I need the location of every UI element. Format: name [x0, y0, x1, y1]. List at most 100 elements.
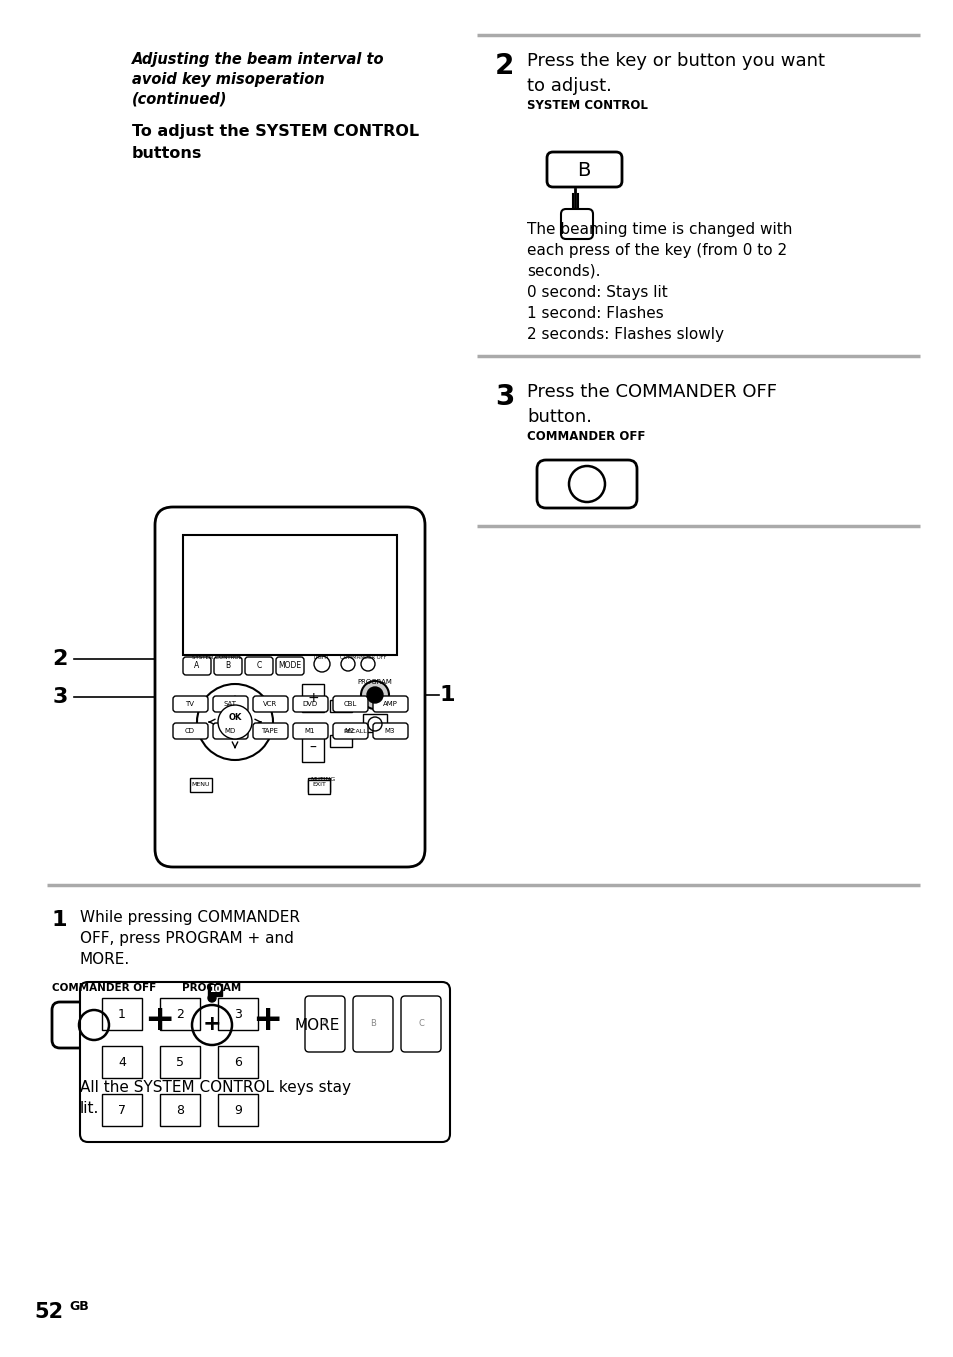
- Text: +: +: [252, 1003, 282, 1037]
- Text: each press of the key (from 0 to 2: each press of the key (from 0 to 2: [526, 243, 786, 258]
- Text: 1: 1: [52, 911, 68, 930]
- Text: +: +: [202, 1014, 221, 1034]
- FancyBboxPatch shape: [373, 723, 408, 740]
- Text: To adjust the SYSTEM CONTROL: To adjust the SYSTEM CONTROL: [132, 123, 418, 138]
- Text: PROGRAM: PROGRAM: [357, 678, 392, 685]
- Text: A: A: [322, 1019, 328, 1029]
- FancyBboxPatch shape: [333, 723, 368, 740]
- Bar: [160, 1094, 200, 1126]
- Text: GB: GB: [69, 1300, 89, 1314]
- Text: +: +: [144, 1003, 174, 1037]
- Text: MENU: MENU: [192, 783, 210, 787]
- Text: CD: CD: [185, 727, 194, 734]
- Text: Press the key or button you want: Press the key or button you want: [526, 52, 824, 71]
- Bar: [183, 535, 396, 655]
- Text: 6: 6: [233, 1056, 242, 1068]
- Bar: [302, 684, 324, 712]
- Text: VCR: VCR: [263, 702, 276, 707]
- Bar: [208, 984, 222, 996]
- Text: B: B: [577, 160, 590, 179]
- Circle shape: [360, 681, 389, 708]
- Text: DVD: DVD: [302, 702, 317, 707]
- FancyBboxPatch shape: [275, 657, 304, 674]
- Bar: [160, 1046, 200, 1077]
- Text: 52: 52: [34, 1301, 63, 1322]
- FancyBboxPatch shape: [537, 460, 637, 508]
- FancyBboxPatch shape: [172, 723, 208, 740]
- Text: A: A: [194, 661, 199, 670]
- Text: B: B: [225, 661, 231, 670]
- Text: MODE: MODE: [278, 661, 301, 670]
- FancyBboxPatch shape: [183, 657, 211, 674]
- Text: M3: M3: [384, 727, 395, 734]
- Text: SAT: SAT: [223, 702, 236, 707]
- Text: CBL: CBL: [343, 702, 356, 707]
- Text: to adjust.: to adjust.: [526, 77, 611, 95]
- Text: EXIT: EXIT: [312, 783, 326, 787]
- Text: Press the COMMANDER OFF: Press the COMMANDER OFF: [526, 383, 776, 402]
- Text: +: +: [307, 691, 318, 706]
- Text: All the SYSTEM CONTROL keys stay: All the SYSTEM CONTROL keys stay: [80, 1080, 351, 1095]
- Text: 0 second: Stays lit: 0 second: Stays lit: [526, 285, 667, 300]
- Text: The beaming time is changed with: The beaming time is changed with: [526, 223, 792, 237]
- FancyBboxPatch shape: [80, 982, 450, 1143]
- Text: SYSTEM CONTROL: SYSTEM CONTROL: [192, 655, 241, 660]
- Text: COMMANDER OFF: COMMANDER OFF: [526, 430, 644, 442]
- Bar: [160, 997, 200, 1030]
- Text: 1: 1: [118, 1007, 126, 1020]
- Text: M1: M1: [304, 727, 314, 734]
- Text: 1: 1: [438, 685, 455, 706]
- Bar: [363, 714, 387, 731]
- Text: avoid key misoperation: avoid key misoperation: [132, 72, 324, 87]
- FancyBboxPatch shape: [172, 696, 208, 712]
- Text: 5: 5: [175, 1056, 184, 1068]
- Text: COMMANDER OFF: COMMANDER OFF: [52, 982, 156, 993]
- Bar: [218, 997, 257, 1030]
- FancyBboxPatch shape: [400, 996, 440, 1052]
- Bar: [330, 700, 352, 712]
- Text: MORE.: MORE.: [80, 953, 131, 968]
- Text: 10: 10: [209, 985, 221, 995]
- Bar: [218, 1046, 257, 1077]
- FancyBboxPatch shape: [293, 696, 328, 712]
- Bar: [308, 778, 330, 792]
- Text: While pressing COMMANDER: While pressing COMMANDER: [80, 911, 299, 925]
- Text: seconds).: seconds).: [526, 265, 599, 280]
- Text: TAPE: TAPE: [261, 727, 278, 734]
- Text: C: C: [417, 1019, 423, 1029]
- Bar: [102, 997, 142, 1030]
- FancyBboxPatch shape: [52, 1001, 137, 1048]
- FancyBboxPatch shape: [353, 996, 393, 1052]
- FancyBboxPatch shape: [253, 723, 288, 740]
- Text: 7: 7: [118, 1103, 126, 1117]
- Text: 9: 9: [233, 1103, 242, 1117]
- Bar: [285, 1007, 350, 1044]
- Text: TV: TV: [185, 702, 194, 707]
- FancyBboxPatch shape: [182, 1001, 242, 1048]
- Bar: [190, 778, 212, 792]
- Text: AMP: AMP: [382, 702, 397, 707]
- FancyBboxPatch shape: [305, 996, 345, 1052]
- Text: SYSTEM CONTROL: SYSTEM CONTROL: [526, 99, 647, 113]
- FancyBboxPatch shape: [293, 723, 328, 740]
- Text: 4: 4: [118, 1056, 126, 1068]
- Circle shape: [208, 993, 215, 1001]
- FancyBboxPatch shape: [245, 657, 273, 674]
- Text: PROGRAM: PROGRAM: [182, 982, 241, 993]
- Text: C: C: [256, 661, 261, 670]
- Bar: [102, 1094, 142, 1126]
- FancyBboxPatch shape: [213, 723, 248, 740]
- FancyBboxPatch shape: [560, 209, 593, 239]
- Bar: [102, 1046, 142, 1077]
- Text: lit.: lit.: [80, 1101, 99, 1115]
- Text: 2: 2: [176, 1007, 184, 1020]
- Text: B: B: [370, 1019, 375, 1029]
- FancyBboxPatch shape: [333, 696, 368, 712]
- Text: OK: OK: [228, 712, 241, 722]
- Text: button.: button.: [526, 408, 592, 426]
- Bar: [218, 1094, 257, 1126]
- Text: (continued): (continued): [132, 92, 227, 107]
- Text: OFF, press PROGRAM + and: OFF, press PROGRAM + and: [80, 931, 294, 946]
- Text: MD: MD: [224, 727, 235, 734]
- Circle shape: [367, 687, 382, 703]
